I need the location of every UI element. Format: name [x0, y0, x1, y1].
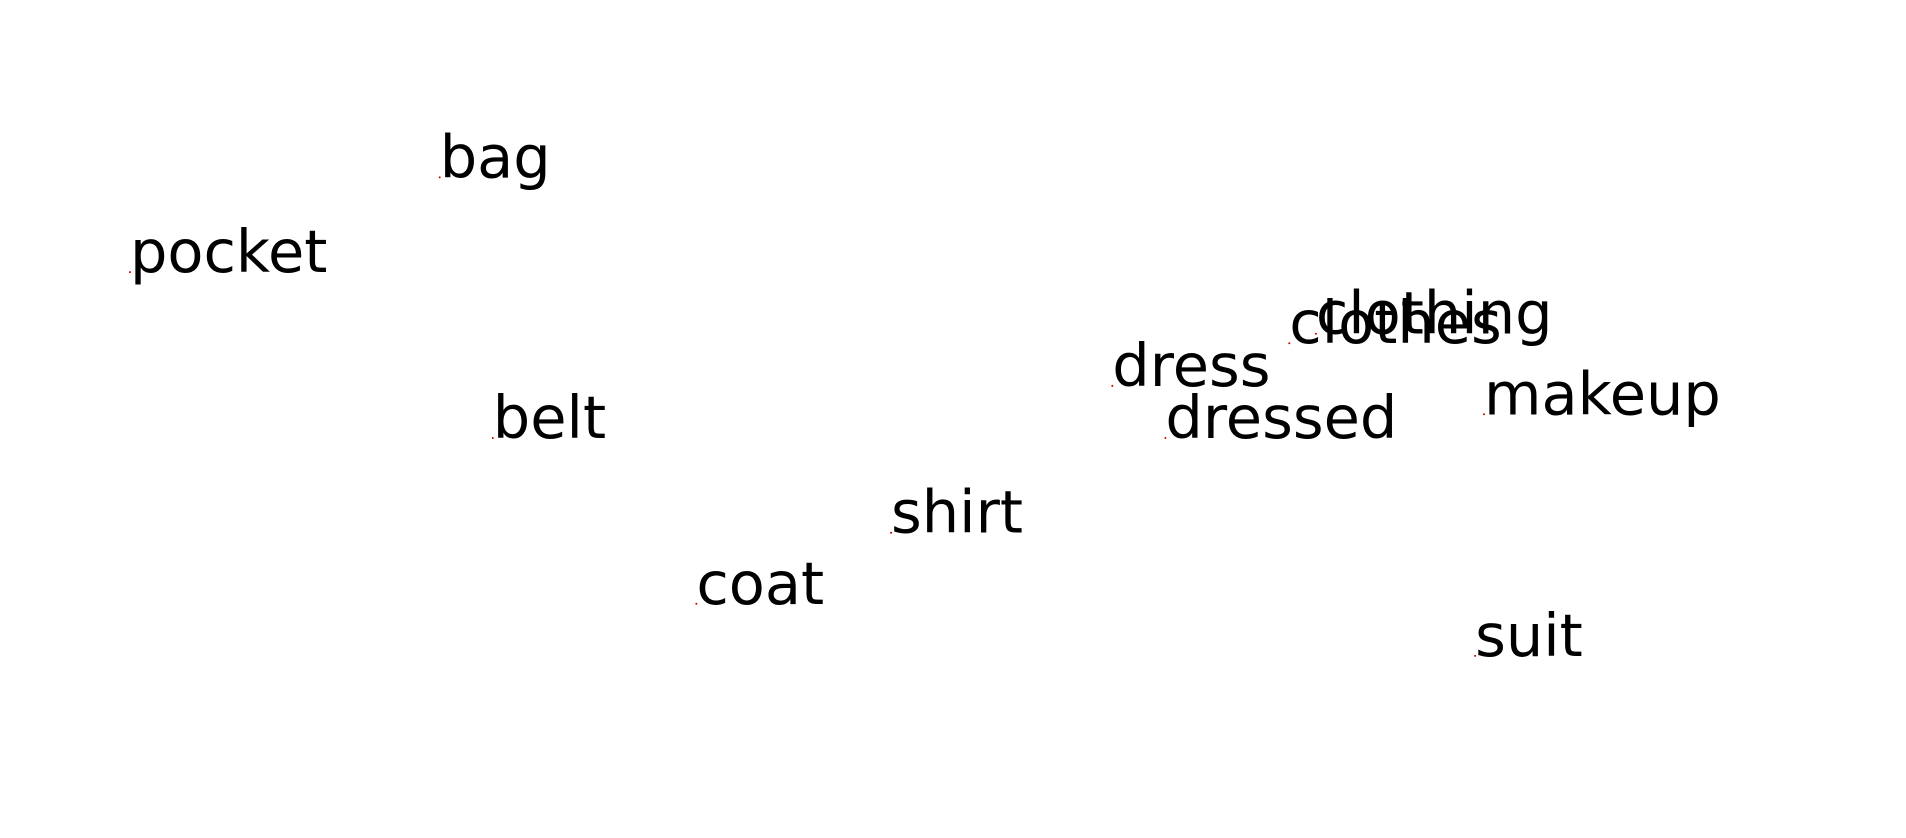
data-point-marker — [1288, 342, 1291, 345]
data-point-marker — [1314, 332, 1317, 335]
data-point-marker — [695, 602, 698, 605]
data-point-marker — [1164, 436, 1167, 439]
word-label: belt — [493, 383, 606, 452]
data-point-marker — [1483, 413, 1485, 416]
data-point-marker — [128, 271, 131, 274]
word-point-belt: belt — [491, 383, 606, 452]
word-point-bag: bag — [438, 122, 551, 191]
word-label: dress — [1112, 331, 1270, 400]
word-point-suit: suit — [1474, 601, 1583, 670]
word-point-clothing: clothing — [1314, 279, 1553, 348]
data-point-marker — [1474, 654, 1477, 657]
word-point-clothes: clothes — [1288, 288, 1502, 357]
word-label: clothes — [1289, 288, 1502, 357]
data-point-marker — [491, 436, 494, 439]
word-label: suit — [1475, 601, 1583, 670]
word-label: shirt — [891, 478, 1023, 547]
word-point-makeup: makeup — [1483, 359, 1721, 428]
word-point-coat: coat — [695, 549, 824, 618]
word-point-dress: dress — [1111, 331, 1271, 400]
data-point-marker — [438, 176, 441, 179]
data-point-marker — [1111, 384, 1114, 387]
word-label: bag — [440, 122, 551, 191]
data-point-marker — [890, 531, 893, 534]
word-point-shirt: shirt — [890, 478, 1023, 547]
word-label: coat — [696, 549, 824, 618]
word-point-dressed: dressed — [1164, 383, 1397, 452]
word-label: makeup — [1484, 359, 1721, 428]
word-label: pocket — [130, 217, 327, 286]
word-label: dressed — [1165, 383, 1397, 452]
word-label: clothing — [1316, 279, 1553, 348]
word-point-pocket: pocket — [128, 217, 327, 286]
